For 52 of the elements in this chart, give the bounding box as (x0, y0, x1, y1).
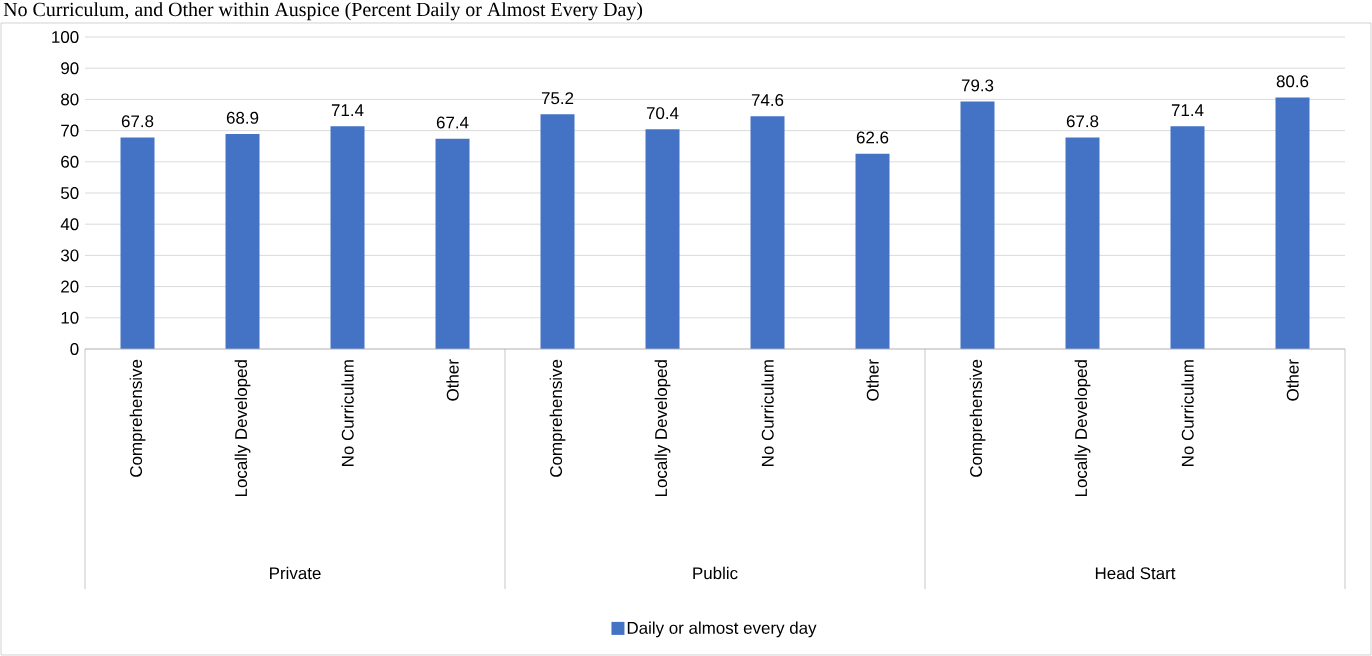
data-label: 74.6 (751, 94, 784, 107)
x-tick-label: No Curriculum (761, 360, 774, 466)
data-label: 68.9 (226, 111, 259, 124)
x-tick-label: Other (446, 359, 459, 401)
text: Public (693, 566, 738, 580)
text: Private (270, 566, 321, 580)
x-tick-label: No Curriculum (1181, 360, 1194, 466)
chart-title: No Curriculum, and Other within Auspice (Percent Daily or Almost Every Day) (3, 2, 643, 21)
data-label: 67.8 (1066, 115, 1099, 128)
x-tick-label: Locally Developed (234, 360, 251, 497)
bar (645, 129, 680, 349)
data-label: 67.4 (436, 116, 469, 129)
data-label: 71.4 (331, 104, 364, 117)
bar (1170, 126, 1205, 349)
bar (435, 138, 470, 349)
y-tick-label: 20 (61, 280, 79, 293)
data-label: 71.4 (1171, 104, 1204, 117)
x-tick-label: Comprehensive (969, 359, 986, 477)
x-tick-label: Locally Developed (1074, 360, 1091, 497)
y-tick-label: 30 (60, 249, 79, 262)
bar (1065, 137, 1100, 349)
data-label: 79.3 (961, 79, 994, 92)
x-tick-label: Comprehensive (549, 359, 566, 477)
bar (120, 137, 155, 349)
text: Head Start (1095, 566, 1176, 580)
bar (960, 101, 995, 349)
legend-label: Daily or almost every day (627, 621, 817, 638)
bar (330, 126, 365, 349)
y-tick-label: 100 (52, 30, 79, 43)
x-tick-label: No Curriculum (341, 360, 354, 466)
data-label: 70.4 (646, 107, 679, 120)
bar (225, 134, 260, 349)
x-tick-label: Comprehensive (129, 359, 146, 477)
bar (855, 153, 890, 349)
x-tick-label: Other (866, 359, 879, 401)
bar (540, 114, 575, 349)
y-tick-label: 10 (61, 311, 79, 324)
y-tick-label: 70 (61, 124, 79, 137)
y-tick-label: 40 (60, 218, 79, 231)
data-label: 75.2 (541, 92, 574, 105)
bar (1275, 97, 1310, 349)
data-label: 67.8 (121, 115, 154, 128)
y-tick-label: 0 (70, 342, 79, 355)
x-tick-label: Locally Developed (654, 360, 671, 497)
data-label: 80.6 (1276, 75, 1309, 88)
data-label: 62.6 (856, 131, 889, 144)
bar (750, 116, 785, 349)
y-tick-label: 90 (61, 62, 79, 75)
y-tick-label: 50 (61, 186, 79, 199)
y-tick-label: 60 (61, 155, 79, 168)
x-tick-label: Other (1286, 359, 1299, 401)
y-tick-label: 80 (61, 93, 79, 106)
